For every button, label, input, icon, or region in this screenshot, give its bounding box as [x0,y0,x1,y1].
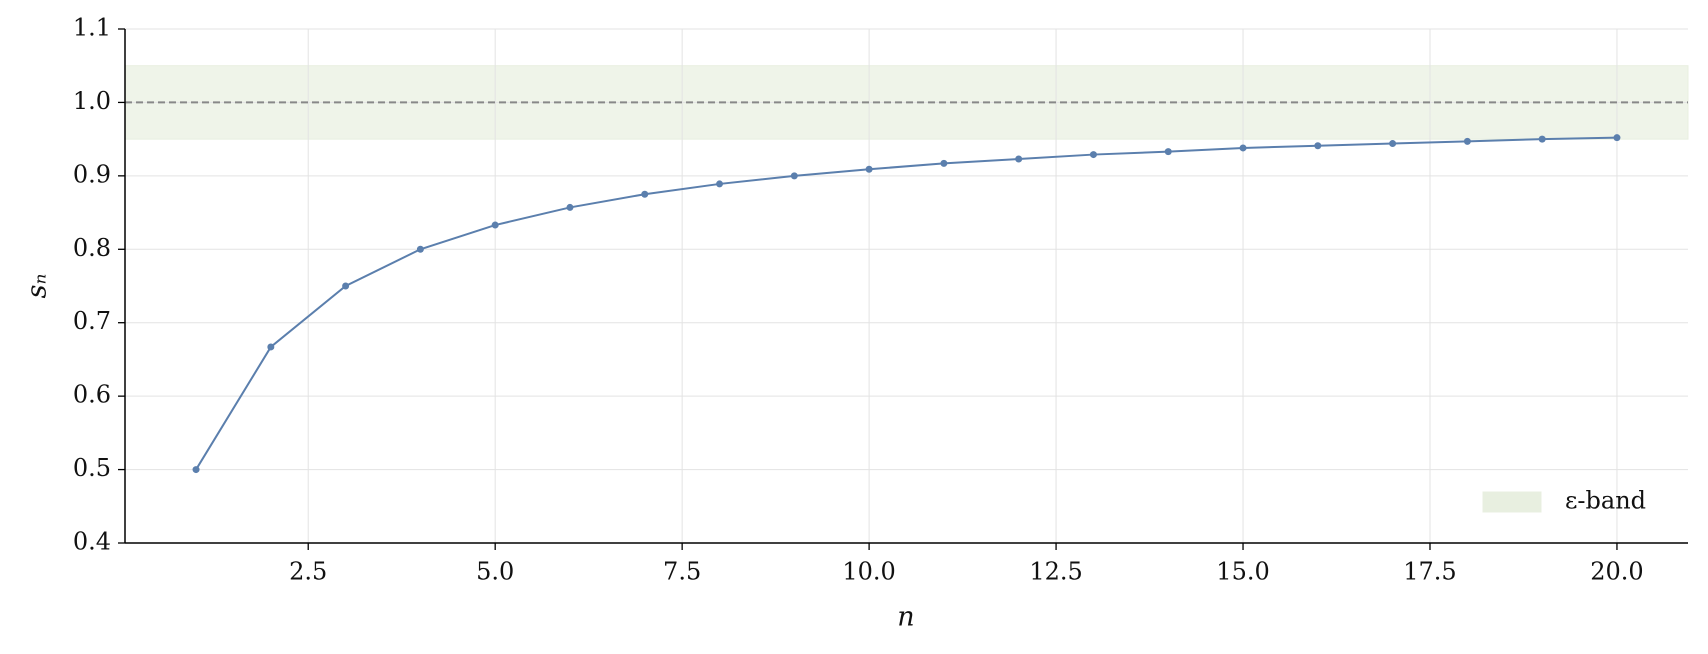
y-tick-label: 1.1 [73,14,111,42]
y-axis-label: sₙ [22,274,53,299]
data-point [1389,140,1397,148]
x-tick-label: 5.0 [476,558,514,586]
data-point [1538,135,1546,143]
x-axis-label: n [897,602,914,633]
data-point [192,466,200,474]
data-point [342,282,350,290]
y-tick-label: 0.8 [73,234,111,262]
y-tick-label: 0.5 [73,454,111,482]
data-point [566,203,574,211]
data-point [641,190,649,198]
legend-swatch [1482,491,1542,513]
x-tick-label: 12.5 [1029,558,1082,586]
x-tick-label: 17.5 [1403,558,1456,586]
data-point [940,159,948,167]
data-point [865,165,873,173]
data-point [267,343,275,351]
x-tick-label: 2.5 [289,558,327,586]
data-point [491,221,499,229]
x-tick-label: 15.0 [1216,558,1269,586]
y-tick-label: 1.0 [73,87,111,115]
x-tick-label: 10.0 [842,558,895,586]
data-point [716,180,724,188]
x-tick-label: 20.0 [1590,558,1643,586]
y-tick-label: 0.9 [73,160,111,188]
data-point [790,172,798,180]
legend-label: ε-band [1565,487,1646,515]
data-point [1314,142,1322,150]
y-tick-label: 0.4 [73,528,111,556]
data-point [1239,144,1247,152]
data-point [1613,134,1621,142]
data-point [1164,148,1172,156]
series-line [195,136,1617,471]
y-tick-label: 0.6 [73,381,111,409]
data-point [1463,137,1471,145]
data-point [1089,151,1097,159]
data-point [416,245,424,253]
data-point [1015,155,1023,163]
x-tick-label: 7.5 [663,558,701,586]
y-tick-label: 0.7 [73,307,111,335]
